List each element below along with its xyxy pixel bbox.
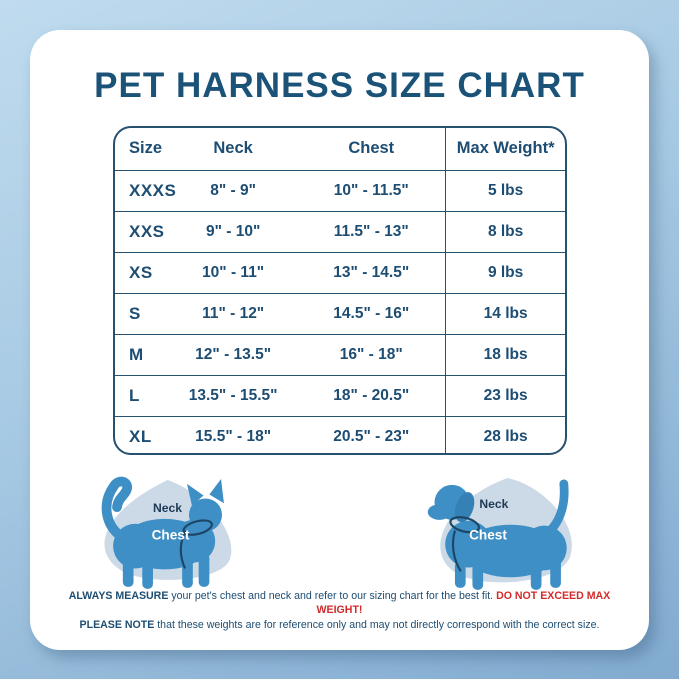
dog-silhouette [427,479,569,590]
dog-harness-lines [449,516,480,572]
weight-cell: 8 lbs [445,210,565,252]
cat-chest-label: Chest [152,527,190,542]
cat-illustration-svg: Neck Chest [101,476,232,589]
header-max-weight: Max Weight* [445,128,565,170]
cat-silhouette [101,476,224,589]
cat-ear [209,479,224,504]
neck-cell: 9" - 10" [169,210,298,252]
cat-harness-lines [179,519,213,569]
header-chest: Chest [348,139,395,158]
table-row-s: S 11" - 12" 14.5" - 16" 14 lbs [115,292,565,334]
chest-cell: 13" - 14.5" [297,251,446,293]
size-cell: XL [115,415,169,453]
header-neck: Neck [213,139,253,158]
cat-ear [187,483,204,506]
table-row-xl: XL 15.5" - 18" 20.5" - 23" 28 lbs [115,415,565,453]
weight-cell: 9 lbs [445,251,565,293]
cat-chest-measure-line [179,529,187,569]
size-cell: L [115,374,169,416]
chest-cell: 20.5" - 23" [297,415,446,453]
size-table-container: Size Neck Chest Max Weight* XXXS 8" - 9"… [113,126,567,455]
dog-chest-measure-line [451,530,462,572]
weight-cell: 14 lbs [445,292,565,334]
dog-illustration-svg: Neck Chest [427,478,572,590]
weight-cell: 23 lbs [445,374,565,416]
chest-cell: 18" - 20.5" [297,374,446,416]
size-cell: XXXS [115,169,176,211]
footer-line-measure: ALWAYS MEASURE your pet's chest and neck… [48,589,631,619]
footer-note-text: that these weights are for reference onl… [154,619,600,632]
neck-cell: 10" - 11" [169,251,298,293]
footer-max-weight-warning: DO NOT EXCEED MAX WEIGHT! [316,589,611,617]
size-cell: S [115,292,169,334]
cat-measure-illustration: Neck Chest [82,468,257,595]
size-cell: XXS [115,210,169,252]
weight-cell: 5 lbs [445,169,565,211]
dog-neck-label: Neck [479,497,508,511]
size-cell: XS [115,251,169,293]
page-title: PET HARNESS SIZE CHART [94,66,585,105]
table-row-l: L 13.5" - 15.5" 18" - 20.5" 23 lbs [115,374,565,416]
neck-cell: 15.5" - 18" [169,415,298,453]
cat-neck-measure-line [182,519,213,536]
size-chart-card: PET HARNESS SIZE CHART Size Neck Chest M… [30,30,649,650]
table-header-row: Size Neck Chest Max Weight* [115,128,565,170]
neck-cell: 11" - 12" [169,292,298,334]
table-row-xxs: XXS 9" - 10" 11.5" - 13" 8 lbs [115,210,565,252]
size-cell: M [115,333,169,375]
dog-ear [455,492,475,523]
table-row-xs: XS 10" - 11" 13" - 14.5" 9 lbs [115,251,565,293]
chest-cell: 11.5" - 13" [297,210,446,252]
dog-chest-label: Chest [469,527,507,542]
neck-cell: 13.5" - 15.5" [169,374,298,416]
weight-cell: 18 lbs [445,333,565,375]
table-row-xxxs: XXXS 8" - 9" 10" - 11.5" 5 lbs [115,169,565,211]
neck-cell: 8" - 9" [169,169,298,211]
footer-always-measure-bold: ALWAYS MEASURE [68,589,169,602]
weight-cell: 28 lbs [445,415,565,453]
dog-measure-illustration: Neck Chest [418,468,593,595]
footer-line-note: PLEASE NOTE that these weights are for r… [48,618,631,633]
header-size: Size [129,139,163,158]
table-row-m: M 12" - 13.5" 16" - 18" 18 lbs [115,333,565,375]
chest-cell: 10" - 11.5" [297,169,446,211]
chest-cell: 14.5" - 16" [297,292,446,334]
footer-please-note-bold: PLEASE NOTE [79,619,155,632]
cat-tail [101,476,133,542]
chest-cell: 16" - 18" [297,333,446,375]
dog-neck-measure-line [449,516,480,534]
cat-neck-label: Neck [153,501,182,515]
neck-cell: 12" - 13.5" [169,333,298,375]
dog-muzzle [427,504,452,520]
footer-measure-text: your pet's chest and neck and refer to o… [168,589,497,602]
size-table: Size Neck Chest Max Weight* XXXS 8" - 9"… [115,128,565,453]
footer-note: ALWAYS MEASURE your pet's chest and neck… [48,589,631,633]
